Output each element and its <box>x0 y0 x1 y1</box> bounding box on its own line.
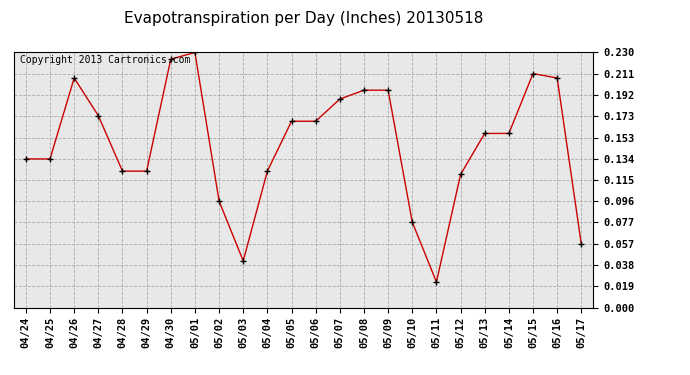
Text: ET  (Inches): ET (Inches) <box>515 32 586 42</box>
Text: Copyright 2013 Cartronics.com: Copyright 2013 Cartronics.com <box>19 55 190 65</box>
Text: Evapotranspiration per Day (Inches) 20130518: Evapotranspiration per Day (Inches) 2013… <box>124 11 483 26</box>
